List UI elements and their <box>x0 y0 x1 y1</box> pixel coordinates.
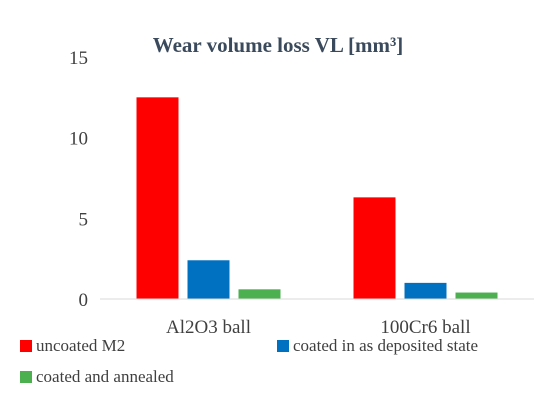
legend-swatch <box>20 371 32 383</box>
x-axis: Al2O3 ball 100Cr6 ball <box>166 317 471 338</box>
x-tick-label: 100Cr6 ball <box>380 317 470 338</box>
y-axis: 0 5 10 15 <box>69 48 88 311</box>
legend-label: coated in as deposited state <box>293 336 478 355</box>
legend-label: uncoated M2 <box>36 336 125 355</box>
legend: uncoated M2 coated in as deposited state c… <box>20 336 478 386</box>
bar-1-2 <box>353 197 396 299</box>
bar-2-1 <box>187 260 230 299</box>
bars <box>136 97 498 299</box>
bar-3-1 <box>238 289 281 299</box>
legend-swatch <box>277 340 289 352</box>
chart-title: Wear volume loss VL [mm³] <box>153 33 404 57</box>
y-tick-label: 10 <box>69 129 88 150</box>
legend-label: coated and annealed <box>36 367 174 386</box>
y-tick-label: 15 <box>69 48 88 69</box>
y-tick-label: 5 <box>79 209 89 230</box>
x-tick-label: Al2O3 ball <box>166 317 251 338</box>
y-tick-label: 0 <box>79 290 89 311</box>
bar-3-2 <box>455 292 498 299</box>
legend-swatch <box>20 340 32 352</box>
bar-2-2 <box>404 282 447 299</box>
bar-1-1 <box>136 97 179 299</box>
